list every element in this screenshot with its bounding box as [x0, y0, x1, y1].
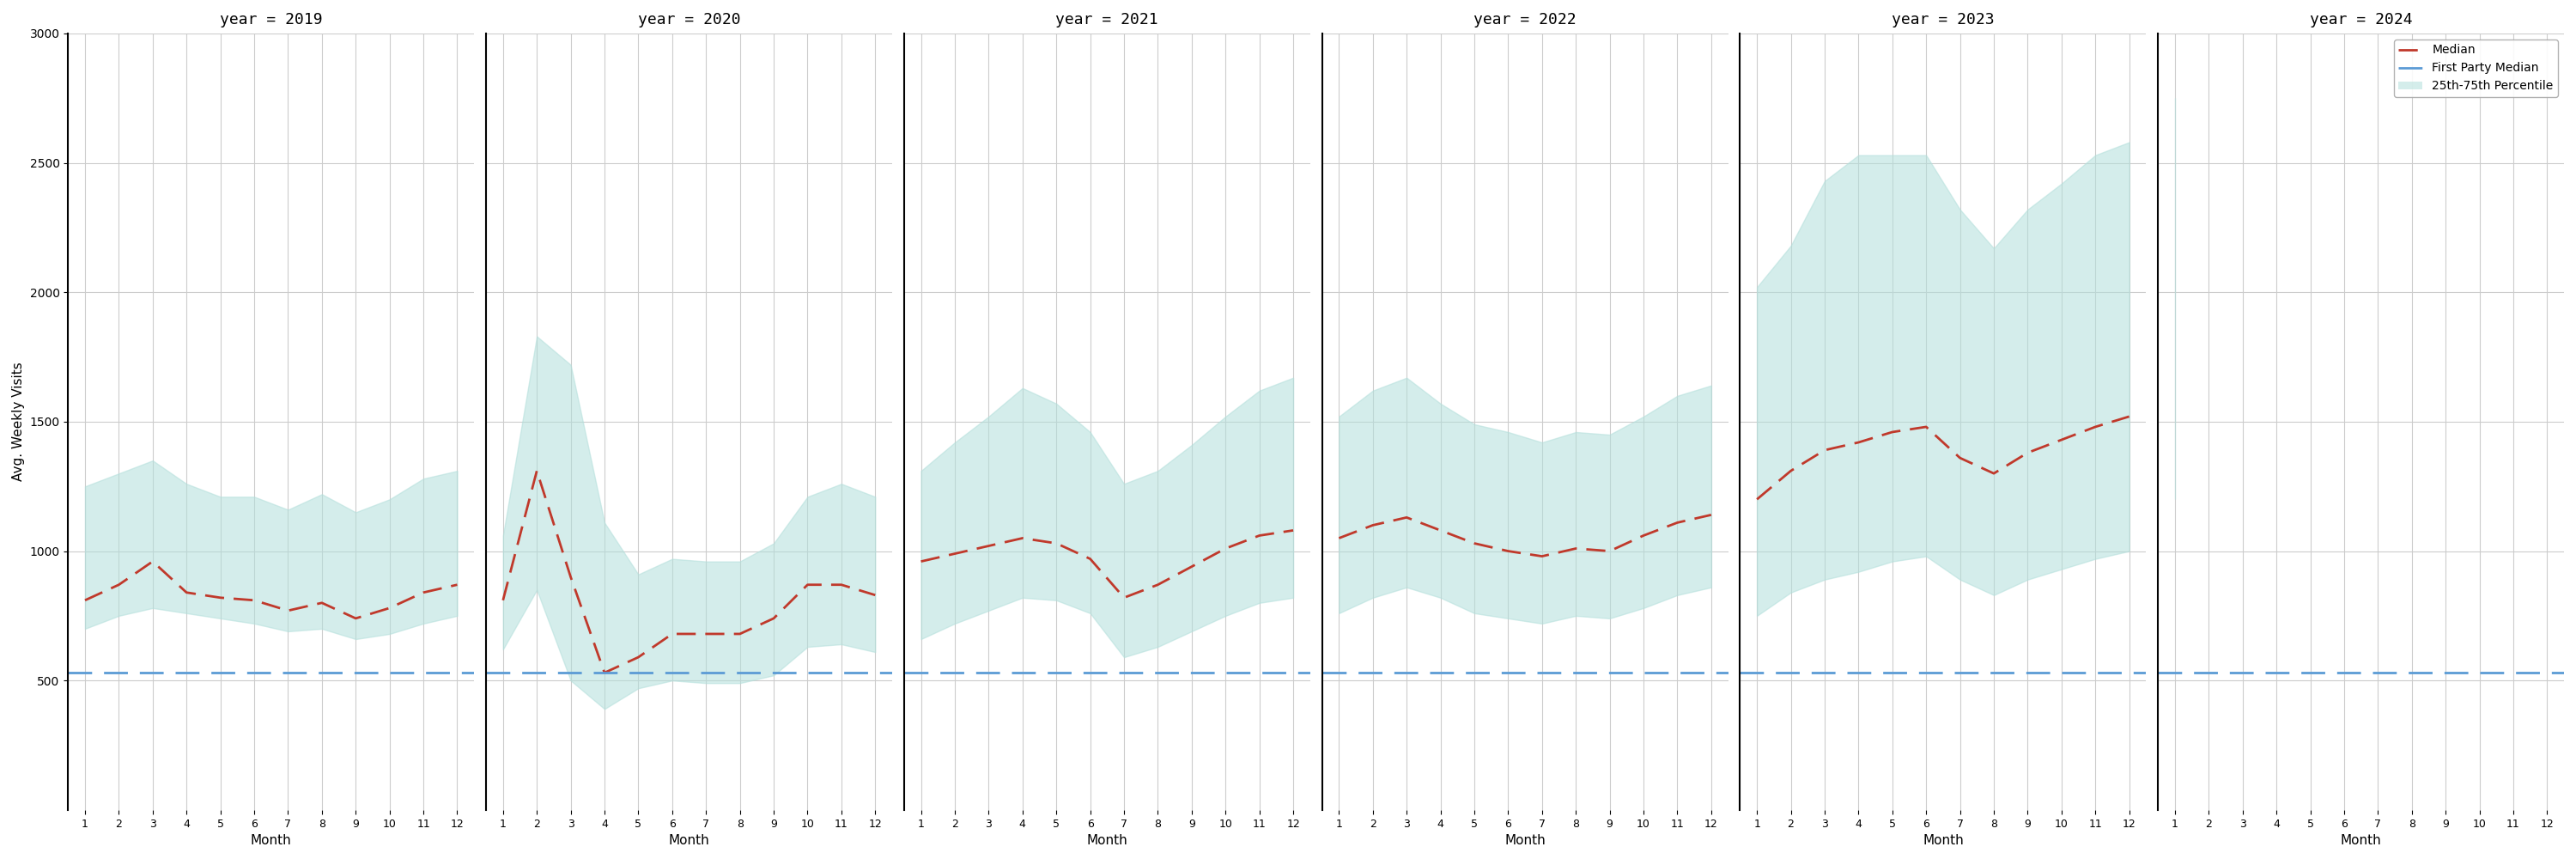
Title: year = 2021: year = 2021	[1056, 12, 1159, 27]
Title: year = 2022: year = 2022	[1473, 12, 1577, 27]
X-axis label: Month: Month	[1922, 834, 1963, 847]
X-axis label: Month: Month	[2342, 834, 2383, 847]
Title: year = 2024: year = 2024	[2311, 12, 2411, 27]
X-axis label: Month: Month	[670, 834, 708, 847]
Legend: Median, First Party Median, 25th-75th Percentile: Median, First Party Median, 25th-75th Pe…	[2393, 40, 2558, 97]
X-axis label: Month: Month	[1504, 834, 1546, 847]
X-axis label: Month: Month	[1087, 834, 1128, 847]
Title: year = 2019: year = 2019	[219, 12, 322, 27]
Title: year = 2023: year = 2023	[1891, 12, 1994, 27]
Y-axis label: Avg. Weekly Visits: Avg. Weekly Visits	[13, 362, 26, 481]
X-axis label: Month: Month	[250, 834, 291, 847]
Title: year = 2020: year = 2020	[639, 12, 739, 27]
